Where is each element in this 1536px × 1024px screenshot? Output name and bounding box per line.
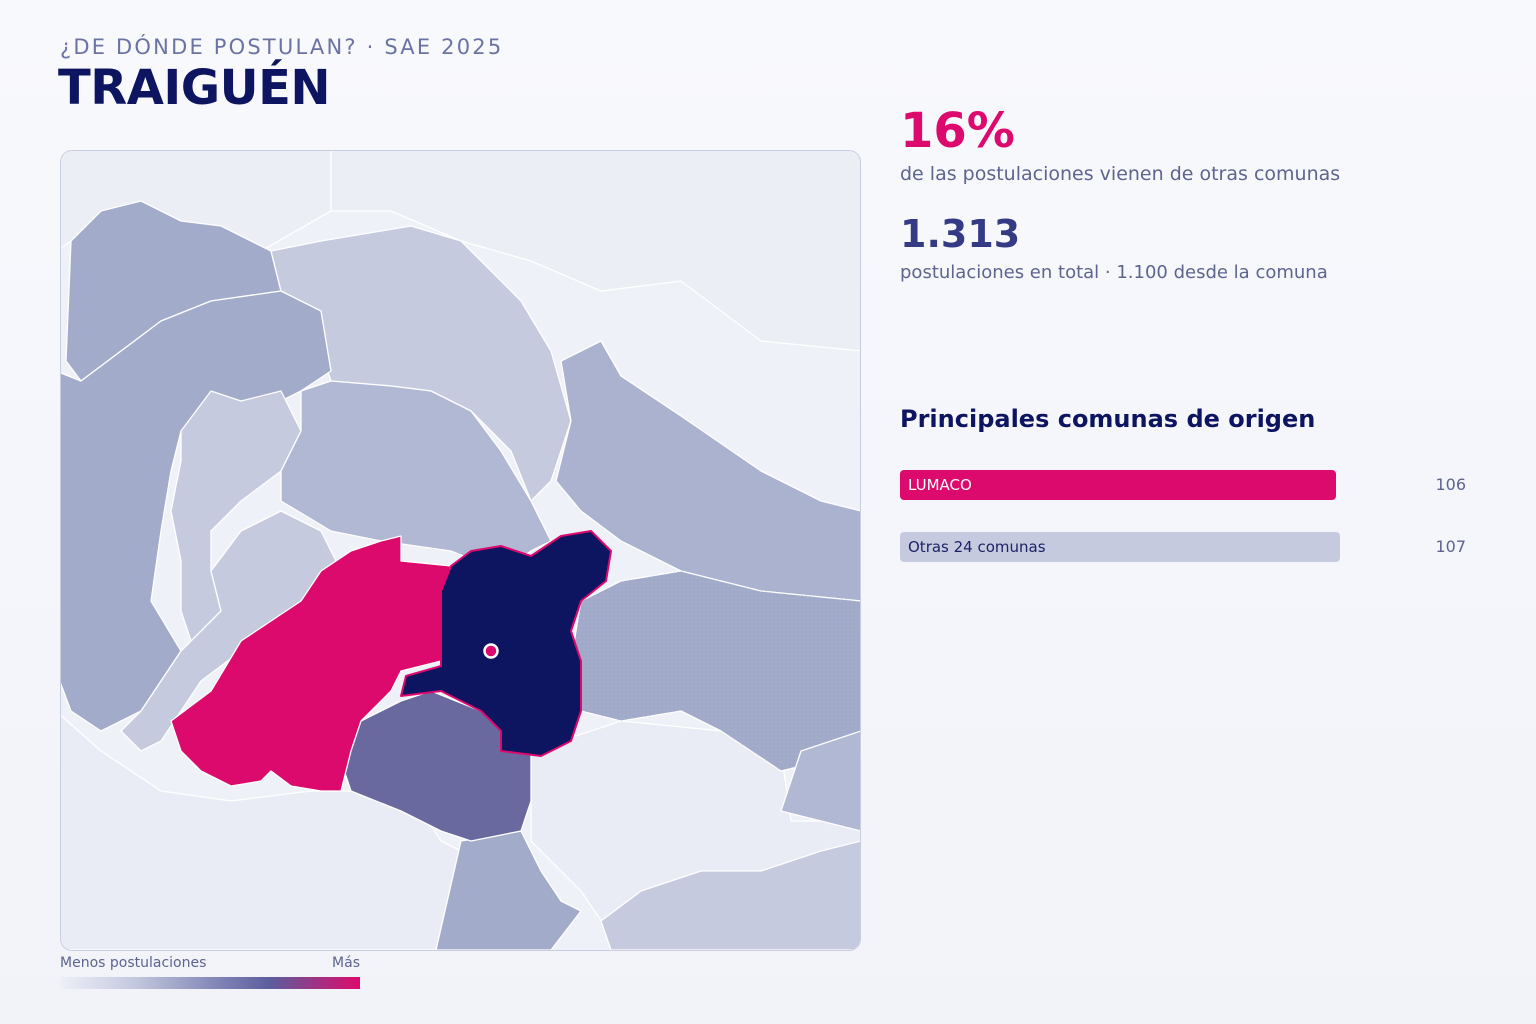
origins-title: Principales comunas de origen bbox=[900, 405, 1316, 433]
legend-min-label: Menos postulaciones bbox=[60, 955, 207, 971]
map-region bbox=[280, 380, 552, 572]
origin-bar-value: 106 bbox=[1435, 475, 1466, 494]
origin-bar-value: 107 bbox=[1435, 537, 1466, 556]
origin-bar: LUMACO bbox=[900, 470, 1336, 500]
map-region bbox=[340, 690, 532, 842]
page-title: TRAIGUÉN bbox=[58, 60, 331, 116]
origin-bar-label: Otras 24 comunas bbox=[908, 538, 1046, 556]
external-percentage-description: de las postulaciones vienen de otras com… bbox=[900, 163, 1341, 185]
origin-bar: Otras 24 comunas bbox=[900, 532, 1340, 562]
map-region-traiguen bbox=[400, 530, 612, 757]
map-svg bbox=[61, 151, 860, 950]
map-region bbox=[555, 340, 860, 602]
external-percentage: 16% bbox=[900, 103, 1015, 159]
map-region bbox=[780, 730, 860, 832]
map-region bbox=[435, 830, 582, 950]
map-region bbox=[330, 151, 860, 352]
legend-max-label: Más bbox=[332, 955, 360, 971]
map-region-texture bbox=[571, 571, 860, 771]
commune-location-marker bbox=[483, 643, 499, 659]
choropleth-map[interactable] bbox=[60, 150, 861, 951]
total-applications-description: postulaciones en total · 1.100 desde la … bbox=[900, 262, 1328, 283]
origin-bar-label: LUMACO bbox=[908, 476, 972, 494]
total-applications: 1.313 bbox=[900, 212, 1021, 256]
map-region bbox=[600, 840, 860, 950]
legend-gradient-bar bbox=[60, 977, 360, 989]
subtitle: ¿DE DÓNDE POSTULAN? · SAE 2025 bbox=[60, 35, 504, 59]
